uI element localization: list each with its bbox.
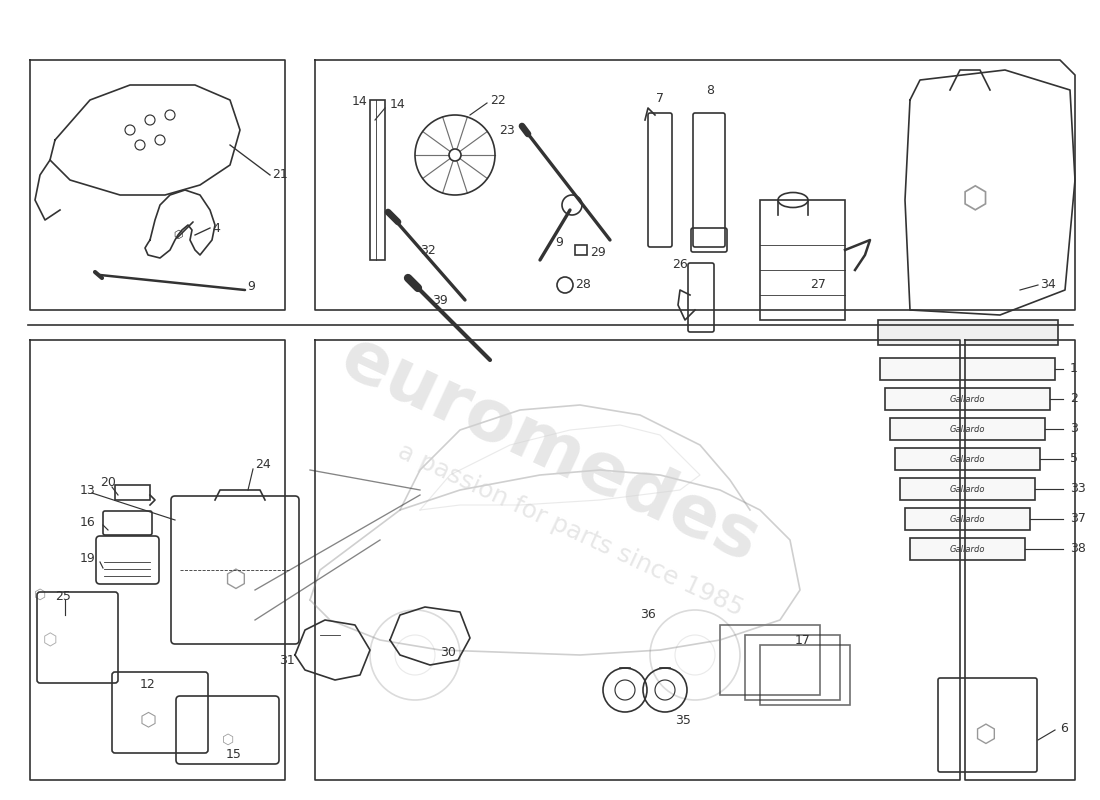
Text: Gallardo: Gallardo bbox=[949, 454, 984, 463]
Text: Gallardo: Gallardo bbox=[949, 514, 984, 523]
Text: 32: 32 bbox=[420, 243, 436, 257]
Bar bbox=[880, 358, 1055, 380]
Text: ⬡: ⬡ bbox=[140, 710, 156, 730]
Bar bbox=[370, 100, 385, 260]
Text: 35: 35 bbox=[675, 714, 691, 726]
Text: 12: 12 bbox=[140, 678, 156, 691]
Text: 16: 16 bbox=[80, 517, 96, 530]
Text: 9: 9 bbox=[248, 279, 255, 293]
Text: 13: 13 bbox=[80, 483, 96, 497]
Text: Gallardo: Gallardo bbox=[949, 485, 984, 494]
Text: ⬡: ⬡ bbox=[224, 568, 246, 592]
Bar bbox=[760, 200, 845, 320]
Text: ⬡: ⬡ bbox=[173, 230, 183, 240]
Text: 28: 28 bbox=[575, 278, 591, 291]
Bar bbox=[900, 478, 1035, 500]
Text: Gallardo: Gallardo bbox=[949, 394, 984, 403]
Text: 6: 6 bbox=[1060, 722, 1068, 734]
Text: 23: 23 bbox=[499, 123, 515, 137]
Text: 27: 27 bbox=[810, 278, 826, 291]
Text: 31: 31 bbox=[279, 654, 295, 666]
Bar bbox=[878, 320, 1058, 345]
Text: 14: 14 bbox=[352, 95, 367, 108]
Text: 25: 25 bbox=[55, 590, 70, 603]
Text: 15: 15 bbox=[226, 749, 242, 762]
Text: 24: 24 bbox=[255, 458, 271, 471]
Text: 34: 34 bbox=[1040, 278, 1056, 291]
Text: 19: 19 bbox=[80, 551, 96, 565]
Text: Gallardo: Gallardo bbox=[949, 545, 984, 554]
Text: 2: 2 bbox=[1070, 393, 1078, 406]
Text: 3: 3 bbox=[1070, 422, 1078, 435]
Text: euromedes: euromedes bbox=[330, 323, 770, 577]
Bar bbox=[905, 508, 1030, 530]
Text: 1: 1 bbox=[1070, 362, 1078, 375]
Text: ⬡: ⬡ bbox=[975, 723, 996, 747]
Bar bbox=[895, 448, 1040, 470]
Text: 8: 8 bbox=[706, 83, 714, 97]
Text: 37: 37 bbox=[1070, 513, 1086, 526]
Bar bbox=[745, 635, 840, 700]
Text: 39: 39 bbox=[432, 294, 448, 306]
Bar bbox=[886, 388, 1050, 410]
Text: Gallardo: Gallardo bbox=[949, 425, 984, 434]
Bar bbox=[910, 538, 1025, 560]
Text: 17: 17 bbox=[795, 634, 811, 646]
Text: 7: 7 bbox=[656, 91, 664, 105]
Text: 5: 5 bbox=[1070, 453, 1078, 466]
Bar bbox=[575, 245, 587, 255]
Text: ⬡: ⬡ bbox=[43, 631, 57, 649]
Text: ⬡: ⬡ bbox=[222, 733, 234, 747]
Bar bbox=[116, 485, 150, 500]
Text: a passion for parts since 1985: a passion for parts since 1985 bbox=[394, 439, 747, 621]
Bar bbox=[760, 645, 850, 705]
Text: 21: 21 bbox=[272, 169, 288, 182]
Text: 38: 38 bbox=[1070, 542, 1086, 555]
Text: 30: 30 bbox=[440, 646, 455, 659]
Text: 9: 9 bbox=[556, 235, 563, 249]
Bar bbox=[720, 625, 820, 695]
Text: 36: 36 bbox=[640, 607, 656, 621]
Text: ⬡: ⬡ bbox=[34, 588, 46, 602]
Text: ⬡: ⬡ bbox=[961, 186, 988, 214]
Text: 26: 26 bbox=[672, 258, 688, 271]
Text: 4: 4 bbox=[212, 222, 220, 234]
Text: 14: 14 bbox=[390, 98, 406, 111]
Bar bbox=[890, 418, 1045, 440]
Text: 33: 33 bbox=[1070, 482, 1086, 495]
Text: 20: 20 bbox=[100, 477, 116, 490]
Text: 29: 29 bbox=[590, 246, 606, 258]
Text: 22: 22 bbox=[490, 94, 506, 106]
